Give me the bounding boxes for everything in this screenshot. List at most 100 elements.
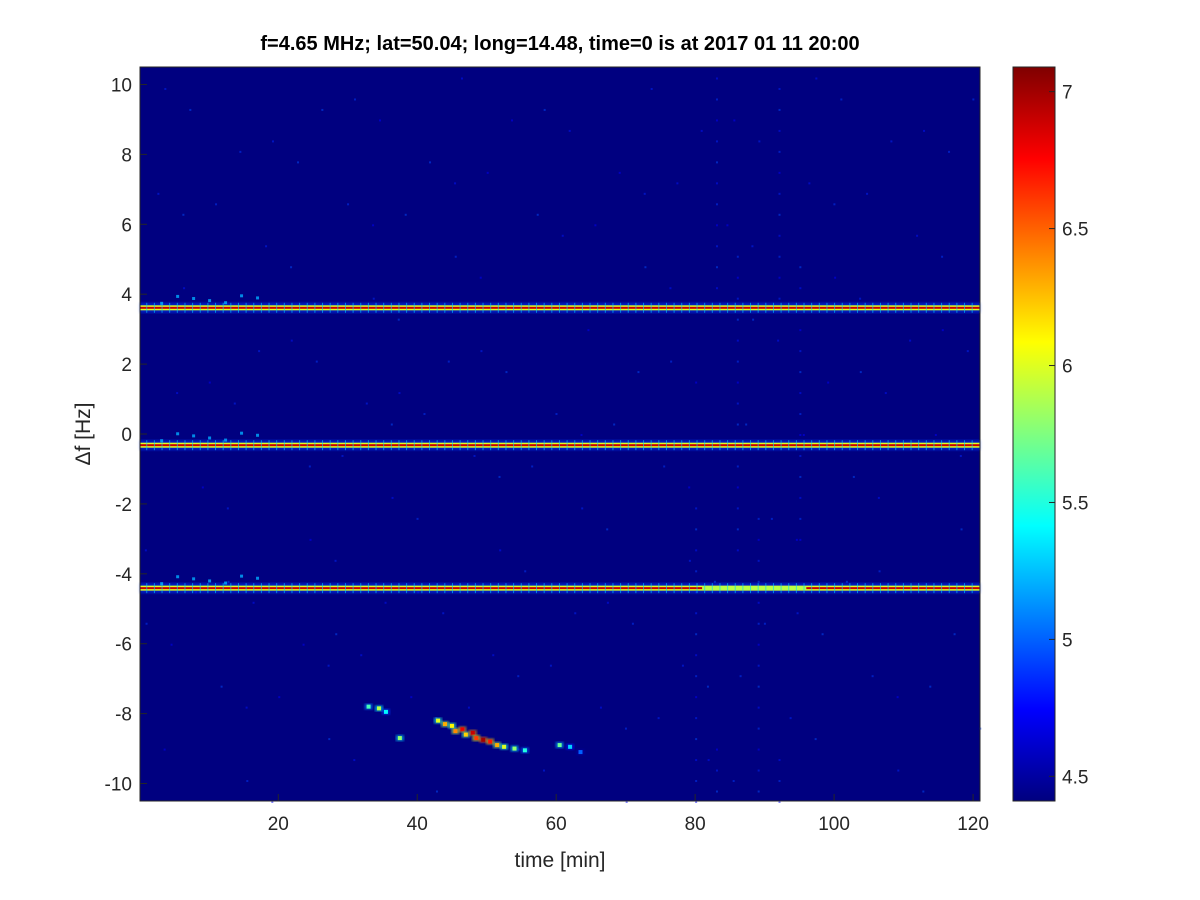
spectral-line-tick bbox=[918, 583, 920, 594]
spectral-line-tick bbox=[520, 583, 522, 594]
spectral-line-tick bbox=[811, 440, 813, 451]
spectral-line-tick bbox=[513, 440, 515, 451]
spectral-line-tick bbox=[352, 583, 354, 594]
noise-cell bbox=[606, 601, 609, 604]
spectral-line-tick bbox=[956, 583, 958, 594]
noise-cell bbox=[736, 381, 739, 384]
spectral-line-tick bbox=[887, 440, 889, 451]
echo-cell bbox=[453, 729, 458, 734]
echo-cell bbox=[481, 737, 486, 742]
spectral-line-tick bbox=[895, 440, 897, 451]
noise-cell bbox=[799, 266, 802, 269]
echo-cell bbox=[568, 744, 573, 749]
noise-cell bbox=[715, 119, 718, 122]
noise-cell bbox=[183, 287, 186, 290]
y-tick-label: -2 bbox=[115, 495, 132, 516]
spectral-line-tick bbox=[161, 583, 163, 594]
noise-cell bbox=[757, 727, 760, 730]
noise-cell bbox=[498, 475, 501, 478]
noise-cell bbox=[384, 601, 387, 604]
noise-cell bbox=[941, 329, 944, 332]
spectral-line-tick bbox=[253, 302, 255, 313]
spectral-line-tick bbox=[490, 440, 492, 451]
noise-cell bbox=[606, 528, 609, 531]
spectral-line-tick bbox=[451, 440, 453, 451]
spectral-line-tick bbox=[528, 440, 530, 451]
noise-cell bbox=[297, 161, 300, 164]
noise-cell bbox=[736, 402, 739, 405]
spectral-line-tick bbox=[971, 583, 973, 594]
spectral-line-tick bbox=[925, 583, 927, 594]
noise-cell bbox=[695, 717, 698, 720]
noise-cell bbox=[309, 538, 312, 541]
noise-cell bbox=[258, 350, 261, 353]
noise-cell bbox=[663, 465, 666, 468]
spectral-line-tick bbox=[727, 302, 729, 313]
spectral-line-scatter bbox=[240, 574, 244, 578]
noise-cell bbox=[643, 192, 646, 195]
noise-cell bbox=[423, 413, 426, 416]
noise-cell bbox=[536, 213, 539, 216]
spectral-line-scatter bbox=[160, 439, 164, 443]
noise-cell bbox=[467, 706, 470, 709]
spectral-line-tick bbox=[505, 440, 507, 451]
noise-cell bbox=[492, 654, 495, 657]
spectral-line-tick bbox=[711, 583, 713, 594]
spectral-line-tick bbox=[826, 583, 828, 594]
spectral-line-tick bbox=[688, 583, 690, 594]
noise-cell bbox=[669, 287, 672, 290]
spectral-line-tick bbox=[811, 583, 813, 594]
noise-cell bbox=[321, 108, 324, 111]
noise-cell bbox=[799, 454, 802, 457]
noise-cell bbox=[695, 696, 698, 699]
spectral-line-tick bbox=[383, 302, 385, 313]
spectral-line-tick bbox=[406, 302, 408, 313]
echo-cell bbox=[502, 744, 507, 749]
spectral-line-tick bbox=[467, 302, 469, 313]
spectral-line-tick bbox=[413, 440, 415, 451]
spectral-line-core bbox=[140, 444, 980, 447]
spectral-line-tick bbox=[398, 302, 400, 313]
noise-cell bbox=[751, 245, 754, 248]
noise-cell bbox=[736, 339, 739, 342]
spectral-line-tick bbox=[780, 440, 782, 451]
spectral-line-tick bbox=[153, 302, 155, 313]
spectral-line-scatter bbox=[208, 299, 212, 303]
echo-cell bbox=[443, 722, 448, 727]
spectral-line-tick bbox=[237, 583, 239, 594]
spectral-line-scatter bbox=[256, 296, 260, 300]
spectral-line-tick bbox=[474, 583, 476, 594]
noise-cell bbox=[429, 161, 432, 164]
spectral-line-tick bbox=[222, 583, 224, 594]
spectral-line-tick bbox=[650, 583, 652, 594]
echo-cell bbox=[436, 718, 441, 723]
noise-cell bbox=[799, 475, 802, 478]
spectral-line-tick bbox=[574, 440, 576, 451]
spectral-line-tick bbox=[750, 583, 752, 594]
spectral-line-tick bbox=[604, 440, 606, 451]
noise-cell bbox=[486, 171, 489, 174]
spectral-line-tick bbox=[627, 302, 629, 313]
noise-cell bbox=[561, 234, 564, 237]
noise-cell bbox=[341, 454, 344, 457]
noise-cell bbox=[246, 780, 249, 783]
spectral-line-tick bbox=[474, 440, 476, 451]
spectral-line-tick bbox=[528, 302, 530, 313]
spectral-line-tick bbox=[513, 583, 515, 594]
spectral-line-tick bbox=[597, 440, 599, 451]
spectral-line-tick bbox=[429, 583, 431, 594]
noise-cell bbox=[233, 402, 236, 405]
spectral-line bbox=[140, 294, 981, 313]
spectral-line-tick bbox=[184, 302, 186, 313]
spectral-line-tick bbox=[268, 302, 270, 313]
y-tick-label: -8 bbox=[115, 705, 132, 726]
spectral-line-tick bbox=[673, 440, 675, 451]
spectral-line-tick bbox=[451, 302, 453, 313]
noise-cell bbox=[840, 98, 843, 101]
noise-cell bbox=[226, 507, 229, 510]
noise-cell bbox=[265, 245, 268, 248]
spectral-line-tick bbox=[551, 302, 553, 313]
spectral-line-tick bbox=[612, 583, 614, 594]
noise-cell bbox=[757, 748, 760, 751]
spectral-line-tick bbox=[344, 302, 346, 313]
